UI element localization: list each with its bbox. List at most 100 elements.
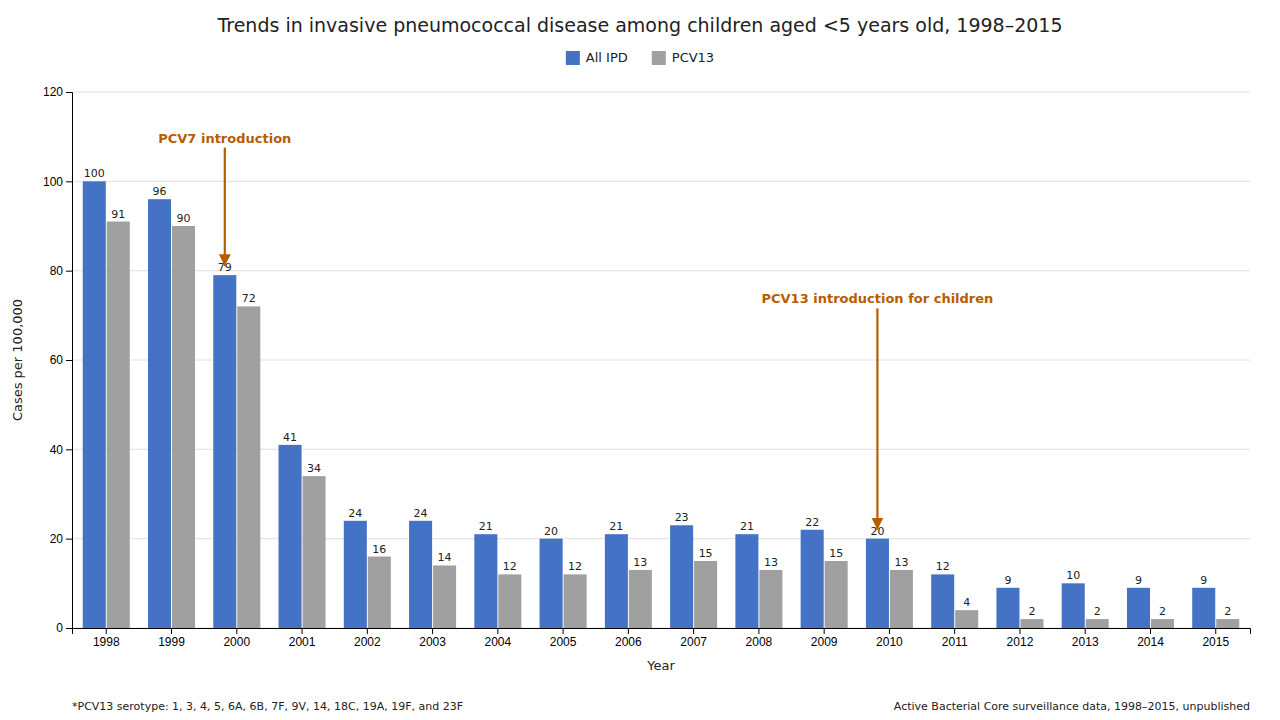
data-label: 10 [1066, 569, 1080, 582]
bar [1151, 619, 1174, 628]
tick: 1999 [158, 628, 185, 649]
tick-label: 2008 [746, 635, 773, 649]
tick-mark [367, 628, 368, 634]
tick-mark [66, 628, 72, 629]
data-label: 9 [1200, 574, 1207, 587]
annotation: PCV7 introduction [158, 131, 291, 267]
tick-label: 2005 [550, 635, 577, 649]
tick: 2004 [484, 628, 511, 649]
legend-swatch [566, 51, 580, 65]
tick: 2011 [942, 628, 968, 649]
bar [148, 199, 171, 628]
bar [605, 534, 628, 628]
tick-mark [824, 628, 825, 634]
tick: 1998 [93, 628, 120, 649]
tick-mark [889, 628, 890, 634]
data-label: 100 [84, 167, 105, 180]
tick: 2006 [615, 628, 642, 649]
bar [433, 565, 456, 628]
tick-label: 2013 [1072, 635, 1099, 649]
tick-mark [302, 628, 303, 634]
tick: 2010 [876, 628, 903, 649]
tick: 20 [50, 532, 72, 546]
grid-line [72, 270, 1250, 271]
tick: 2015 [1202, 628, 1229, 649]
tick: 2002 [354, 628, 381, 649]
bar [801, 530, 824, 628]
tick-label: 120 [43, 85, 63, 99]
data-label: 20 [544, 525, 558, 538]
bar [409, 521, 432, 628]
tick-label: 2007 [680, 635, 707, 649]
axis-line [66, 93, 73, 629]
tick: 60 [50, 353, 72, 367]
tick-label: 2012 [1007, 635, 1034, 649]
annotation-arrow [876, 308, 878, 529]
annotation-text: PCV7 introduction [158, 131, 291, 146]
tick-label: 2002 [354, 635, 381, 649]
annotation: PCV13 introduction for children [761, 291, 993, 529]
data-label: 21 [609, 520, 623, 533]
grid-line [72, 181, 1250, 182]
data-label: 24 [348, 507, 362, 520]
tick-mark [1150, 628, 1151, 634]
tick-mark [66, 360, 72, 361]
data-label: 12 [568, 560, 582, 573]
chart: 1009679412424212021232122201291099919072… [0, 0, 1280, 720]
bar [172, 226, 195, 628]
footnote: *PCV13 serotype: 1, 3, 4, 5, 6A, 6B, 7F,… [72, 700, 463, 713]
tick: 2014 [1137, 628, 1164, 649]
tick-label: 2004 [484, 635, 511, 649]
tick-mark [693, 628, 694, 634]
tick-label: 2001 [289, 635, 316, 649]
legend-label: All IPD [586, 50, 628, 65]
data-label: 22 [805, 516, 819, 529]
bar [694, 561, 717, 628]
tick-mark [497, 628, 498, 634]
bar [1086, 619, 1109, 628]
y-axis-title: Cases per 100,000 [10, 299, 25, 421]
grid [72, 92, 1250, 628]
data-label: 2 [1028, 605, 1035, 618]
data-label: 91 [111, 208, 125, 221]
tick-mark [66, 449, 72, 450]
bar-series [83, 181, 1216, 628]
tick: 2003 [419, 628, 446, 649]
annotation-arrow [224, 148, 226, 267]
title: Trends in invasive pneumococcal disease … [216, 14, 1062, 36]
bar [237, 306, 260, 628]
data-label: 14 [438, 551, 452, 564]
bar [368, 557, 391, 628]
bar [890, 570, 913, 628]
tick-label: 1998 [93, 635, 120, 649]
legend-label: PCV13 [672, 50, 714, 65]
tick-label: 1999 [158, 635, 185, 649]
data-label: 2 [1159, 605, 1166, 618]
data-label: 9 [1004, 574, 1011, 587]
tick: 2007 [680, 628, 707, 649]
data-label: 72 [242, 292, 256, 305]
data-label: 96 [153, 185, 167, 198]
tick-label: 2009 [811, 635, 838, 649]
bar [279, 445, 302, 628]
bar [1192, 588, 1215, 628]
tick-label: 40 [50, 443, 64, 457]
tick: 2009 [811, 628, 838, 649]
data-label: 13 [894, 556, 908, 569]
legend: All IPD PCV13 [566, 50, 714, 65]
x-axis-title: Year [646, 658, 675, 673]
tick-mark [236, 628, 237, 634]
tick: 2005 [550, 628, 577, 649]
tick-label: 0 [56, 621, 63, 635]
tick-label: 2014 [1137, 635, 1164, 649]
tick-mark [66, 271, 72, 272]
bar [474, 534, 497, 628]
data-label: 2 [1224, 605, 1231, 618]
tick-mark [563, 628, 564, 634]
data-label: 9 [1135, 574, 1142, 587]
bar [107, 222, 130, 628]
bar [498, 574, 521, 628]
bars [83, 181, 1240, 628]
data-label: 13 [764, 556, 778, 569]
tick-label: 2010 [876, 635, 903, 649]
